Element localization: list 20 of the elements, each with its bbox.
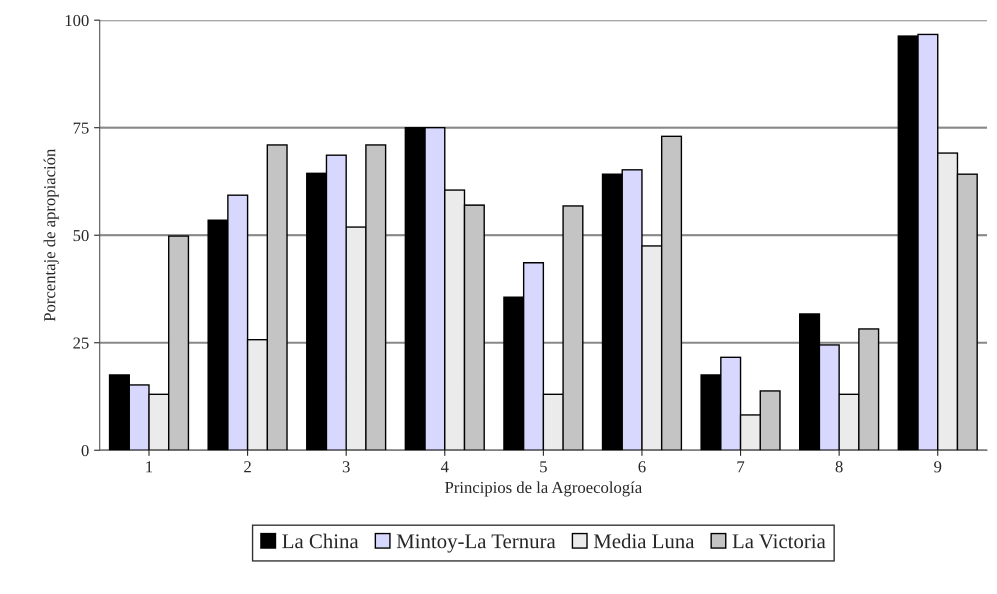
x-tick-label: 6 [638,461,646,472]
y-tick-label: 100 [66,14,89,26]
x-tick-label: 7 [737,461,744,472]
legend-label: La China [282,534,358,548]
legend-label: Mintoy-La Ternura [396,534,556,553]
x-axis-title: Principios de la Agroecología [445,481,642,497]
legend-label: La Victoria [732,534,826,548]
legend-label: Media Luna [594,534,694,548]
x-tick-label: 9 [934,461,942,472]
y-tick-label: 50 [74,230,89,242]
y-tick-label: 0 [82,444,89,456]
x-tick-label: 2 [244,461,251,472]
x-tick-label: 5 [540,461,547,472]
x-tick-label: 8 [836,461,843,472]
x-tick-label: 1 [146,461,152,472]
y-axis-title: Porcentaje de apropiación [44,148,59,322]
x-tick-label: 4 [440,461,449,472]
x-tick-label: 3 [342,461,350,472]
y-tick-label: 25 [73,337,89,349]
y-tick-label: 75 [74,122,89,134]
